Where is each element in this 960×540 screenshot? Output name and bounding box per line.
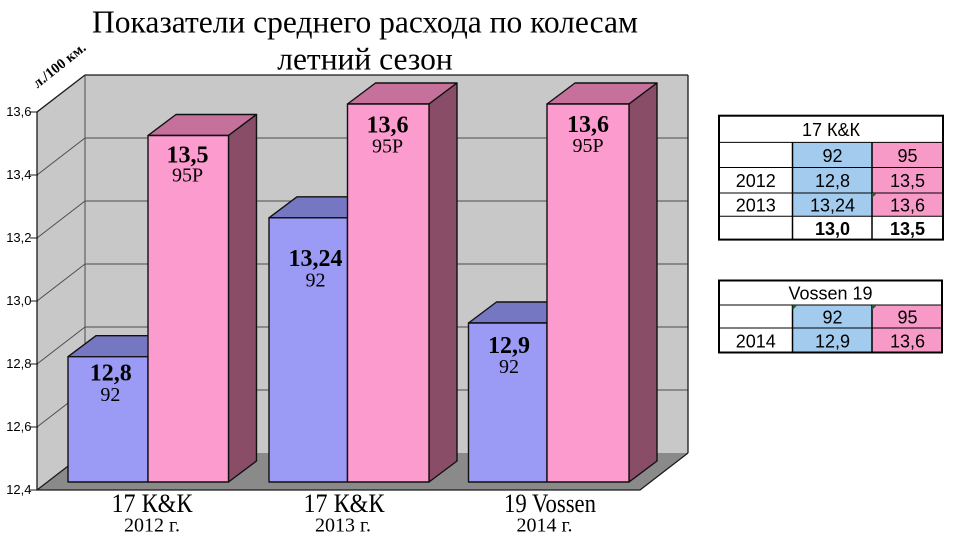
svg-text:12,8: 12,8 — [815, 171, 850, 191]
svg-text:19 Vossen: 19 Vossen — [504, 489, 596, 518]
svg-text:12,6: 12,6 — [6, 419, 31, 434]
svg-text:92: 92 — [100, 384, 120, 406]
svg-text:13,5: 13,5 — [890, 219, 925, 239]
svg-text:92: 92 — [822, 307, 842, 327]
svg-text:17 К&К: 17 К&К — [802, 120, 861, 140]
svg-text:12,4: 12,4 — [6, 482, 31, 497]
svg-text:95: 95 — [897, 307, 917, 327]
svg-text:13,6: 13,6 — [890, 196, 925, 216]
svg-text:92: 92 — [822, 146, 842, 166]
svg-text:13,6: 13,6 — [367, 113, 409, 139]
svg-text:13,0: 13,0 — [815, 219, 850, 239]
svg-text:12,9: 12,9 — [815, 331, 850, 351]
svg-text:2013: 2013 — [736, 196, 776, 216]
svg-text:13,2: 13,2 — [6, 230, 31, 245]
svg-text:2012: 2012 — [736, 171, 776, 191]
svg-text:13,6: 13,6 — [567, 112, 609, 138]
svg-text:13,6: 13,6 — [6, 104, 31, 119]
svg-text:17 К&К: 17 К&К — [112, 489, 194, 518]
svg-text:13,5: 13,5 — [890, 171, 925, 191]
svg-text:13,24: 13,24 — [810, 196, 855, 216]
svg-text:летний сезон: летний сезон — [277, 41, 453, 76]
svg-text:95: 95 — [897, 146, 917, 166]
svg-text:12,8: 12,8 — [6, 356, 31, 371]
svg-text:2014 г.: 2014 г. — [517, 515, 573, 537]
svg-text:Vossen 19: Vossen 19 — [788, 284, 872, 304]
svg-text:95Р: 95Р — [572, 135, 603, 157]
svg-text:13,4: 13,4 — [6, 167, 31, 182]
svg-text:12,9: 12,9 — [488, 333, 530, 359]
svg-text:17 К&К: 17 К&К — [304, 489, 386, 518]
svg-text:2013 г.: 2013 г. — [315, 515, 371, 537]
svg-text:13,6: 13,6 — [890, 331, 925, 351]
svg-text:2014: 2014 — [736, 331, 776, 351]
svg-text:95Р: 95Р — [372, 136, 403, 158]
svg-text:2012 г.: 2012 г. — [124, 515, 180, 537]
svg-text:95Р: 95Р — [172, 165, 203, 187]
svg-text:13,0: 13,0 — [6, 293, 31, 308]
svg-text:12,8: 12,8 — [90, 361, 132, 387]
svg-text:92: 92 — [499, 356, 519, 378]
svg-text:13,24: 13,24 — [289, 246, 343, 272]
svg-text:Показатели среднего расхода по: Показатели среднего расхода по колесам — [92, 4, 638, 39]
svg-text:13,5: 13,5 — [167, 143, 209, 169]
svg-text:92: 92 — [306, 270, 326, 292]
